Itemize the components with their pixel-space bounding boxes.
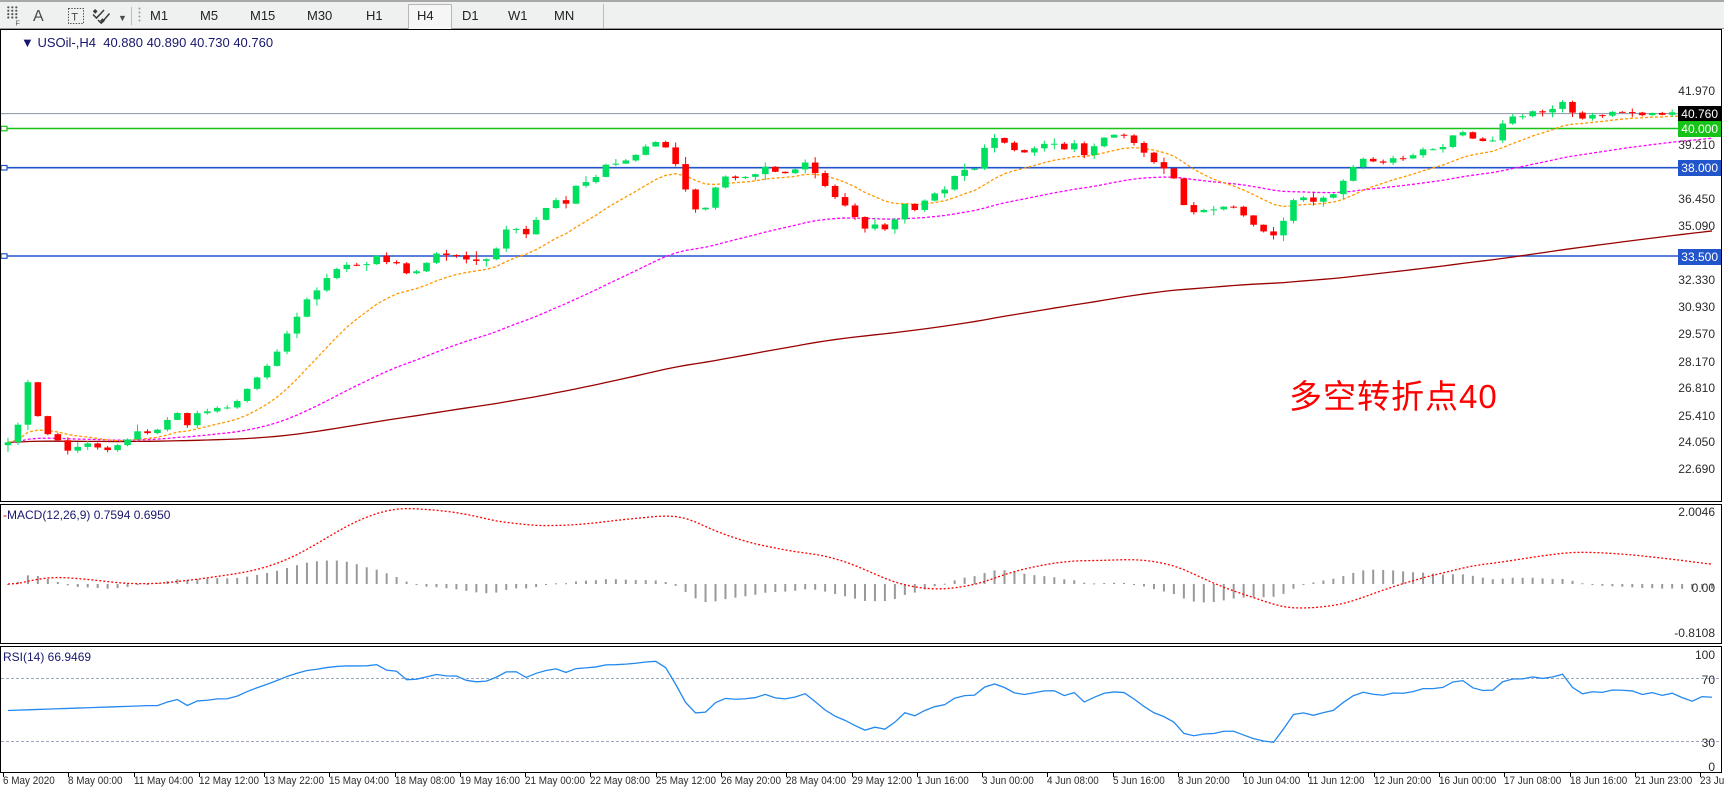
svg-text:A: A	[33, 8, 44, 25]
svg-text:T: T	[71, 12, 78, 24]
svg-text:▼: ▼	[118, 13, 127, 23]
svg-text:F: F	[16, 21, 20, 27]
